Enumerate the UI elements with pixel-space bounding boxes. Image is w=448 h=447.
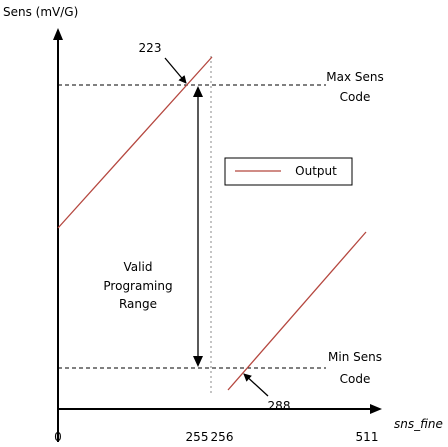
output-line	[227, 231, 367, 391]
callout-label: 223	[139, 41, 162, 55]
range-label: Range	[119, 297, 157, 311]
x-arrow	[370, 404, 382, 414]
legend-label: Output	[295, 164, 337, 178]
range-label: Programing	[103, 279, 172, 293]
callout-label: 288	[268, 399, 291, 413]
min-label: Min Sens	[328, 350, 382, 364]
callout-arrow	[164, 57, 187, 84]
x-axis-label: sns_fine	[394, 417, 443, 431]
output-line	[57, 56, 213, 229]
x-label: 0	[54, 430, 62, 444]
x-label: 256	[211, 430, 234, 444]
y-arrow	[53, 28, 63, 40]
max-label: Code	[340, 90, 371, 104]
callout-arrow	[243, 373, 269, 397]
x-label: 255	[186, 430, 209, 444]
range-label: Valid	[124, 260, 153, 274]
min-label: Code	[340, 372, 371, 386]
x-label: 511	[356, 430, 379, 444]
max-label: Max Sens	[326, 70, 383, 84]
y-axis-label: Sens (mV/G)	[3, 5, 78, 19]
